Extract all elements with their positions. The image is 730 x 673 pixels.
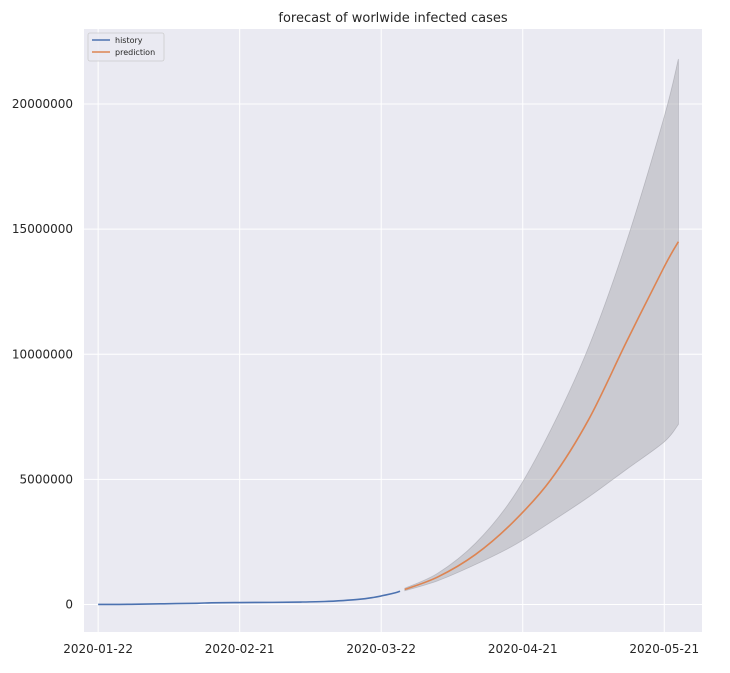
y-tick-label: 15000000 (12, 222, 73, 236)
legend: history prediction (87, 32, 165, 62)
y-tick-label: 5000000 (20, 472, 73, 486)
legend-label-prediction: prediction (115, 48, 155, 57)
x-tick-label: 2020-04-21 (488, 642, 558, 656)
y-tick-label: 10000000 (12, 347, 73, 361)
legend-label-history: history (115, 36, 143, 45)
series-lines (98, 241, 680, 606)
prediction-interval-band (404, 58, 679, 592)
x-tick-label: 2020-01-22 (63, 642, 133, 656)
series-line-prediction (404, 241, 680, 591)
y-tick-label: 0 (65, 597, 73, 611)
x-tick-label: 2020-03-22 (346, 642, 416, 656)
y-tick-label: 20000000 (12, 97, 73, 111)
prediction-interval (404, 58, 679, 592)
x-tick-label: 2020-05-21 (629, 642, 699, 656)
chart-title: forecast of worlwide infected cases (278, 11, 507, 26)
x-tick-label: 2020-02-21 (205, 642, 275, 656)
tick-labels: 2020-01-22 2020-02-21 2020-03-22 2020-04-21… (12, 97, 699, 656)
series-line-history (98, 590, 401, 606)
